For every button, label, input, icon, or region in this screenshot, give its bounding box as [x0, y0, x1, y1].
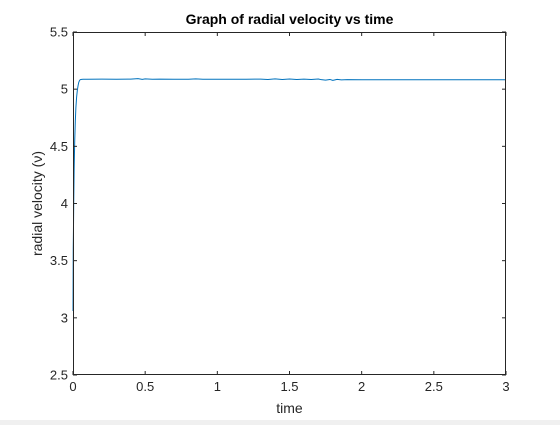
- y-tick-label: 5: [61, 82, 68, 97]
- chart-title: Graph of radial velocity vs time: [186, 11, 394, 27]
- x-tick-label: 1.5: [280, 379, 298, 394]
- x-tick-label: 2.5: [425, 379, 443, 394]
- axes-box: [73, 32, 506, 375]
- x-tick-label: 3: [502, 379, 509, 394]
- y-tick-label: 3.5: [50, 253, 68, 268]
- x-axis-label: time: [276, 400, 303, 416]
- x-tick-label: 2: [358, 379, 365, 394]
- y-tick-label: 2.5: [50, 368, 68, 383]
- y-axis-label: radial velocity (ν): [29, 151, 45, 256]
- x-tick-label: 0: [69, 379, 76, 394]
- series-line: [72, 78, 506, 311]
- x-tick-label: 0.5: [136, 379, 154, 394]
- plot-area: [73, 32, 506, 375]
- x-tick-label: 1: [214, 379, 221, 394]
- y-tick-label: 4: [61, 196, 68, 211]
- series-layer: [72, 78, 506, 311]
- y-tick-label: 3: [61, 310, 68, 325]
- y-tick-label: 5.5: [50, 25, 68, 40]
- y-tick-label: 4.5: [50, 139, 68, 154]
